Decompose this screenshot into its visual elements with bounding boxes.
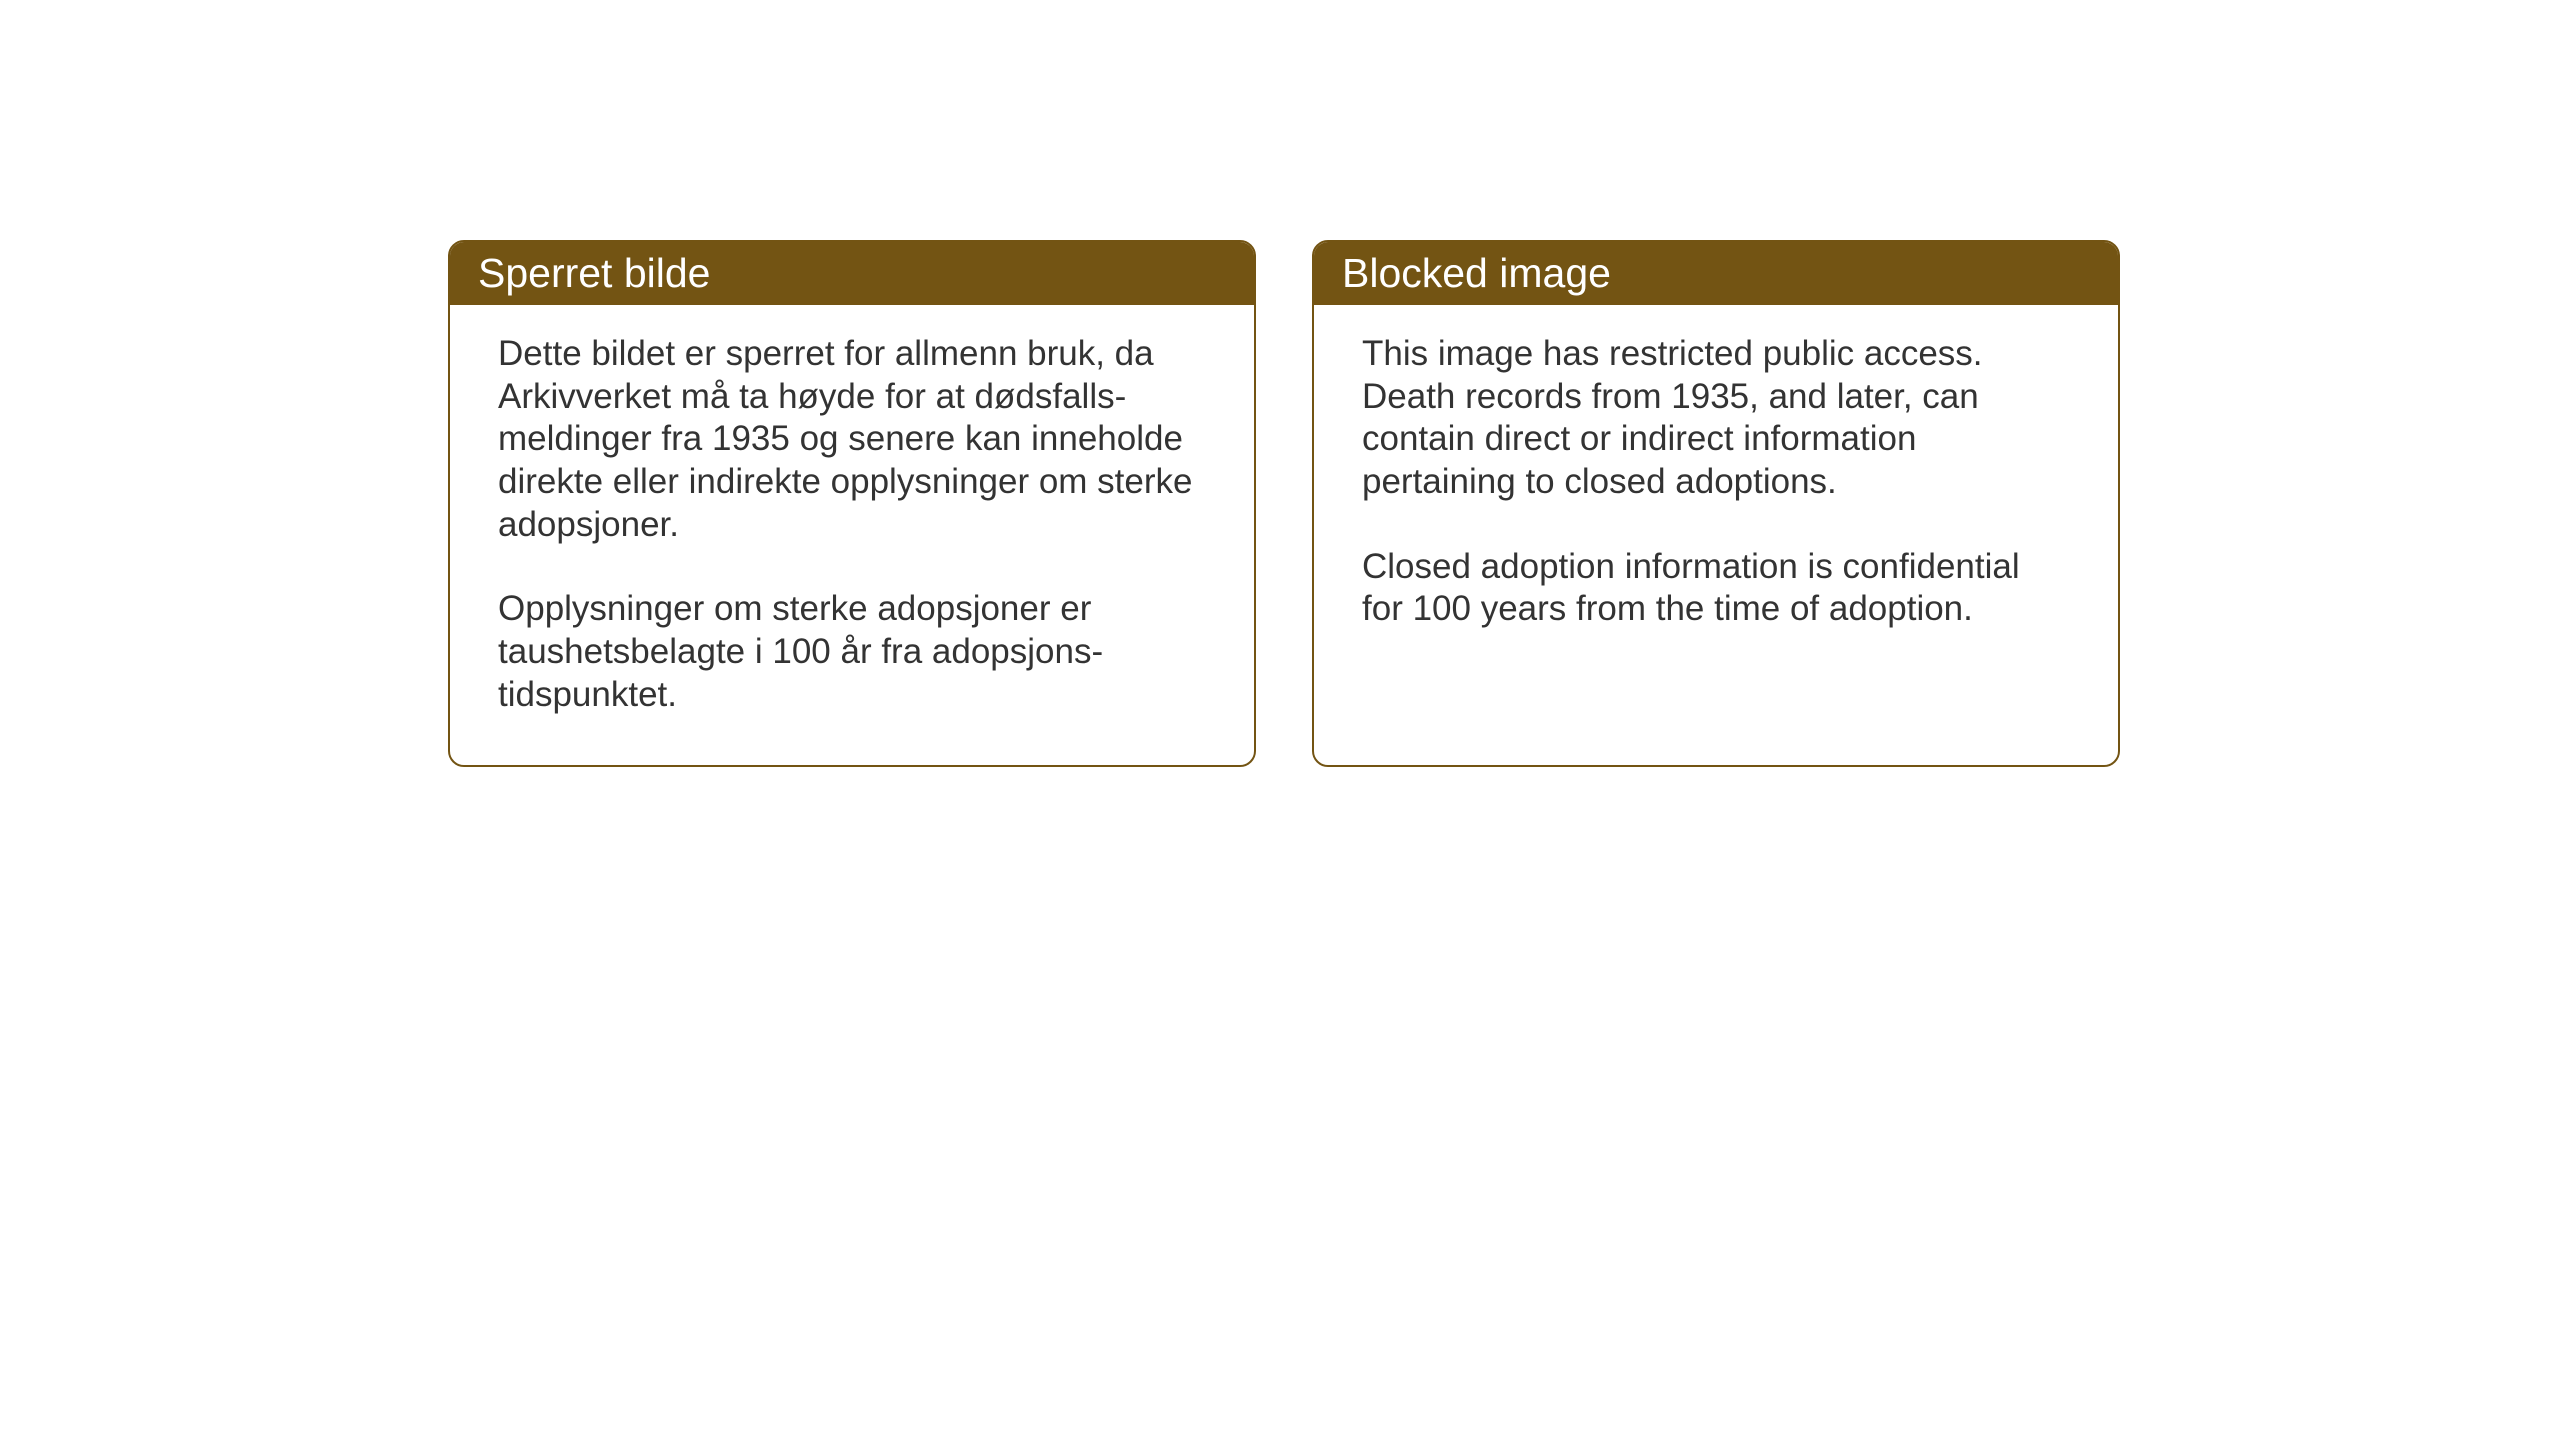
norwegian-paragraph-2: Opplysninger om sterke adopsjoner er tau… [498, 588, 1206, 716]
english-notice-body: This image has restricted public access.… [1314, 305, 2118, 679]
notice-container: Sperret bilde Dette bildet er sperret fo… [448, 240, 2120, 767]
english-notice-header: Blocked image [1314, 242, 2118, 305]
norwegian-notice-body: Dette bildet er sperret for allmenn bruk… [450, 305, 1254, 765]
english-notice-card: Blocked image This image has restricted … [1312, 240, 2120, 767]
english-paragraph-2: Closed adoption information is confident… [1362, 546, 2070, 631]
english-paragraph-1: This image has restricted public access.… [1362, 333, 2070, 504]
norwegian-notice-card: Sperret bilde Dette bildet er sperret fo… [448, 240, 1256, 767]
norwegian-notice-header: Sperret bilde [450, 242, 1254, 305]
norwegian-paragraph-1: Dette bildet er sperret for allmenn bruk… [498, 333, 1206, 546]
